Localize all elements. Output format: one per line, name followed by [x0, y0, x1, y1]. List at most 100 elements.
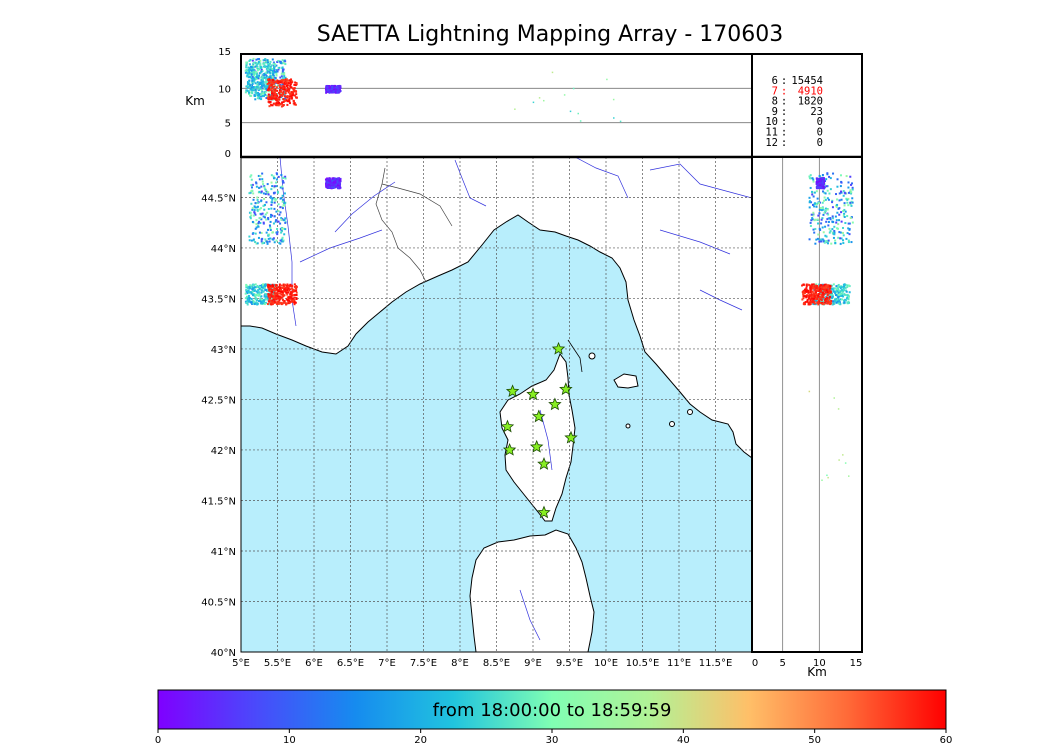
lightning-source	[283, 73, 286, 76]
lightning-source	[264, 60, 267, 63]
lightning-source	[811, 190, 814, 193]
lightning-source	[286, 293, 289, 296]
lightning-source	[288, 97, 291, 100]
lightning-source	[838, 301, 841, 304]
lightning-source	[848, 301, 851, 304]
lightning-source	[337, 185, 340, 188]
lightning-source	[248, 85, 251, 88]
lightning-source	[847, 239, 850, 242]
lightning-source	[842, 242, 845, 245]
lightning-source	[287, 296, 290, 299]
lightning-source	[286, 96, 289, 99]
lightning-source	[822, 284, 825, 287]
lightning-source	[806, 289, 809, 292]
lightning-source	[272, 79, 275, 82]
lightning-source	[272, 238, 275, 241]
lightning-source	[828, 175, 831, 178]
lightning-source	[245, 61, 248, 64]
lightning-source	[272, 62, 275, 65]
side-lightning-sources	[801, 172, 854, 482]
lightning-source	[258, 74, 261, 77]
lon-tick-label: 7°E	[378, 658, 396, 669]
lightning-source	[265, 97, 268, 100]
lightning-source	[802, 283, 805, 286]
lightning-source	[815, 203, 818, 206]
lightning-source	[249, 84, 252, 87]
station-count-value: 0	[817, 116, 823, 128]
lightning-source	[272, 88, 275, 91]
lightning-source	[274, 289, 277, 292]
lightning-source	[251, 208, 254, 211]
lightning-source	[833, 225, 836, 228]
lightning-source	[292, 299, 295, 302]
lightning-source	[281, 86, 284, 89]
lightning-source	[849, 175, 852, 178]
lightning-source	[268, 86, 271, 89]
lightning-source	[249, 217, 252, 220]
lightning-source	[258, 292, 261, 295]
lightning-source	[261, 212, 264, 215]
station-count-label: 9	[772, 106, 778, 118]
lightning-source	[821, 226, 824, 229]
lightning-source	[822, 240, 825, 243]
lightning-source	[252, 300, 255, 303]
lightning-source	[804, 301, 807, 304]
lightning-source	[283, 301, 286, 304]
lightning-source	[846, 201, 849, 204]
lightning-source	[271, 294, 274, 297]
lightning-source	[269, 225, 272, 228]
lightning-source	[255, 64, 258, 67]
lightning-source	[840, 190, 843, 193]
lightning-source	[619, 120, 622, 123]
lightning-source	[269, 215, 272, 218]
lightning-source	[257, 60, 260, 63]
lightning-source	[262, 59, 265, 62]
lightning-source	[826, 290, 829, 293]
lightning-source	[286, 84, 289, 87]
lightning-source	[325, 178, 328, 181]
lightning-source	[837, 302, 840, 305]
lightning-source	[812, 287, 815, 290]
lightning-source	[288, 89, 291, 92]
lightning-source	[849, 201, 852, 204]
lightning-source	[832, 172, 835, 175]
lightning-source	[330, 184, 333, 187]
lightning-source	[255, 290, 258, 293]
lightning-source	[826, 185, 829, 188]
lightning-source	[252, 89, 255, 92]
lightning-source	[820, 218, 823, 221]
lightning-source	[283, 79, 286, 82]
lightning-source	[281, 287, 284, 290]
lightning-source	[272, 285, 275, 288]
lightning-source	[843, 202, 846, 205]
lightning-source	[288, 289, 291, 292]
lightning-source	[281, 302, 284, 305]
lightning-source	[815, 205, 818, 208]
lightning-source	[846, 198, 849, 201]
lightning-source	[248, 93, 251, 96]
lightning-source	[293, 285, 296, 288]
lightning-source	[283, 60, 286, 63]
lightning-source	[260, 286, 263, 289]
lightning-source	[275, 288, 278, 291]
lightning-source	[851, 188, 854, 191]
lightning-source	[337, 87, 340, 90]
lightning-source	[275, 102, 278, 105]
lightning-source	[265, 83, 268, 86]
lightning-source	[846, 301, 849, 304]
lightning-source	[334, 89, 337, 92]
lightning-source	[823, 196, 826, 199]
station-count-label: 11	[765, 127, 778, 139]
lightning-source	[266, 82, 269, 85]
lightning-source	[825, 240, 828, 243]
lightning-source	[265, 293, 268, 296]
lightning-source	[814, 292, 817, 295]
lightning-source	[275, 284, 278, 287]
lightning-source	[334, 86, 337, 89]
lightning-source	[281, 187, 284, 190]
lightning-source	[266, 302, 269, 305]
lightning-source	[836, 290, 839, 293]
lightning-source	[833, 230, 836, 233]
lightning-source	[277, 104, 280, 107]
station-count-label: 7	[772, 85, 778, 97]
